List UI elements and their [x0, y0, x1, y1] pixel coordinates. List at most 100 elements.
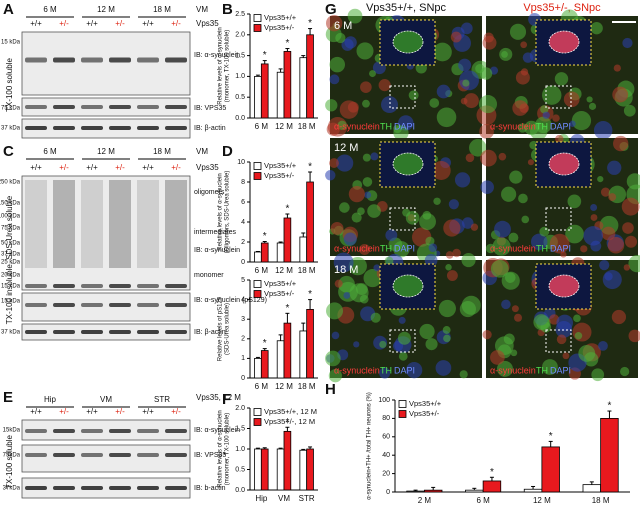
blot-band: [25, 105, 47, 109]
y-tick-label: 0.0: [235, 487, 245, 494]
panel-letter: H: [325, 381, 336, 398]
stain-label: α-synuclein: [334, 121, 380, 131]
blot-band: [25, 486, 47, 490]
x-tick-label: 18 M: [298, 266, 316, 275]
bar: [254, 76, 262, 119]
blot-band: [109, 429, 131, 433]
blot-band: [53, 57, 75, 63]
group-label: 12 M: [97, 5, 115, 14]
blot-strip: [21, 97, 191, 117]
cell: [343, 291, 351, 299]
inset-cell: [392, 152, 424, 176]
y-tick-label: 8: [241, 179, 245, 186]
group-label: 6 M: [43, 5, 57, 14]
cell: [378, 79, 391, 92]
kda-label: 15kDa: [3, 428, 21, 434]
lane-label: +/+: [30, 407, 42, 416]
y-tick-label: 2.0: [235, 405, 245, 412]
cell: [580, 245, 588, 253]
cell: [459, 70, 479, 91]
blot-band: [137, 486, 159, 490]
cell: [607, 160, 622, 175]
blot-smear: [165, 180, 187, 268]
cell: [424, 254, 438, 267]
group-label: 12 M: [97, 147, 115, 156]
stain-label: TH: [380, 365, 392, 375]
stain-label: TH: [536, 121, 548, 131]
cell: [555, 134, 564, 144]
x-tick-label: 6 M: [255, 266, 269, 275]
probe-label: IB: β-actin: [194, 329, 226, 336]
blot-strip: [21, 118, 191, 139]
cell: [501, 299, 511, 310]
lane-label: +/+: [86, 163, 98, 172]
cell: [433, 42, 452, 62]
cell: [330, 222, 344, 235]
y-tick-label: 6: [241, 199, 245, 206]
cell: [353, 341, 360, 348]
y-axis-label: Relative levels of pS129: [218, 296, 224, 361]
x-tick-label: 12 M: [275, 122, 293, 131]
cell: [460, 22, 473, 35]
cell: [556, 334, 567, 345]
cell: [623, 104, 636, 117]
legend-swatch: [253, 162, 262, 170]
stain-label: DAPI: [550, 121, 571, 131]
significance: *: [308, 289, 312, 300]
lane-label: +/+: [30, 19, 42, 28]
cell: [593, 120, 613, 140]
genotype-label: Vps35: [196, 19, 219, 28]
kda-label: 50 kDa: [1, 241, 21, 247]
lane-label: +/-: [59, 19, 69, 28]
cell: [601, 226, 616, 241]
blot-band: [137, 126, 159, 130]
kda-label: 37 kDa: [1, 252, 21, 258]
y-axis-label: (monomer, TX-100 soluble): [225, 30, 231, 103]
stain-label: TH: [380, 121, 392, 131]
bar: [406, 490, 425, 493]
blot-band: [137, 330, 159, 334]
cell: [518, 193, 528, 204]
cell: [443, 334, 451, 343]
cell: [393, 125, 409, 141]
bar: [254, 448, 262, 491]
cell: [578, 345, 596, 362]
y-tick-label: 2: [241, 336, 245, 343]
cell: [429, 98, 440, 108]
bar: [299, 57, 308, 119]
significance: *: [263, 50, 267, 61]
cell: [405, 362, 423, 379]
significance: *: [263, 338, 267, 349]
cell: [393, 241, 410, 258]
y-tick-label: 4: [241, 296, 245, 303]
cell: [443, 219, 461, 237]
blot-band: [53, 105, 75, 109]
cell: [623, 264, 631, 271]
significance: *: [549, 431, 553, 442]
lane-label: +/-: [171, 407, 181, 416]
panel-letter: A: [3, 1, 14, 18]
stain-label: DAPI: [394, 365, 415, 375]
x-tick-label: 18 M: [592, 496, 610, 505]
blot-band: [53, 453, 75, 457]
cell: [362, 99, 370, 108]
blot-band: [81, 453, 103, 457]
group-label: 18 M: [153, 147, 171, 156]
bar: [283, 430, 292, 491]
kda-label: 25 kDa: [1, 260, 21, 266]
panel-letter: F: [222, 391, 231, 408]
y-tick-label: 0: [241, 259, 245, 266]
bar: [465, 489, 484, 493]
y-tick-label: 0.5: [235, 466, 245, 473]
cell: [369, 70, 376, 78]
cell: [359, 243, 371, 255]
cell: [501, 186, 517, 202]
cell: [328, 369, 343, 383]
cell: [398, 316, 406, 324]
panel-letter: D: [222, 143, 233, 160]
blot-smear: [81, 180, 103, 268]
y-tick-label: 1: [241, 355, 245, 362]
stain-label: α-synuclein: [334, 243, 380, 253]
blot-band: [109, 486, 131, 490]
cell: [622, 222, 634, 234]
